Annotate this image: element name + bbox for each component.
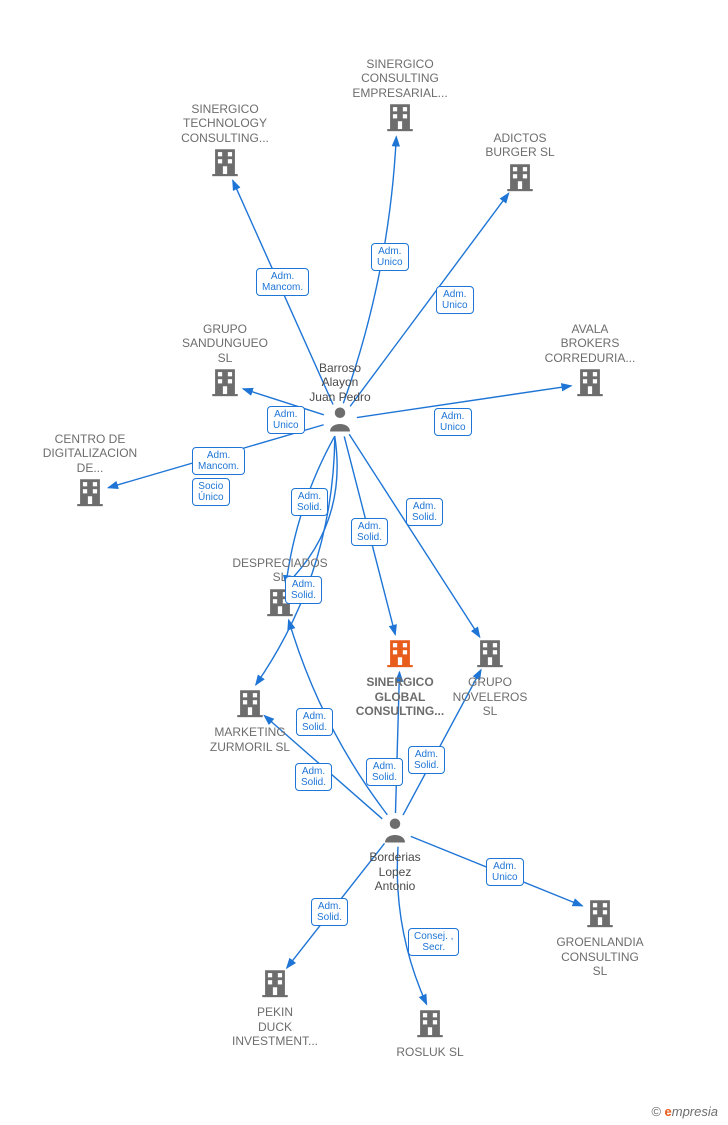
node-pekin_duck[interactable]: PEKIN DUCK INVESTMENT... — [205, 966, 345, 1049]
person-icon — [325, 404, 355, 434]
edge-label-barroso-adictos_burger[interactable]: Adm. Unico — [436, 286, 474, 314]
edge-label-barroso-sinergico_global[interactable]: Adm. Solid. — [351, 518, 388, 546]
building-icon — [383, 100, 417, 134]
node-avala_brokers[interactable]: AVALA BROKERS CORREDURIA... — [520, 320, 660, 403]
edge-label-borderias-groenlandia[interactable]: Adm. Unico — [486, 858, 524, 886]
watermark: © empresia — [651, 1104, 718, 1119]
node-label: ADICTOS BURGER SL — [450, 131, 590, 160]
edge-label-barroso-despreciados[interactable]: Socio Único — [192, 478, 230, 506]
edge-label-barroso-avala_brokers[interactable]: Adm. Unico — [434, 408, 472, 436]
brand-letter: e — [665, 1104, 672, 1119]
node-label: ROSLUK SL — [360, 1045, 500, 1059]
node-sinergico_tech[interactable]: SINERGICO TECHNOLOGY CONSULTING... — [155, 100, 295, 183]
node-despreciados[interactable]: DESPRECIADOS SL — [210, 554, 350, 622]
node-label: GROENLANDIA CONSULTING SL — [530, 935, 670, 978]
building-icon — [208, 145, 242, 179]
node-label: DESPRECIADOS SL — [210, 556, 350, 585]
node-label: CENTRO DE DIGITALIZACION DE... — [20, 432, 160, 475]
building-icon — [503, 160, 537, 194]
node-sinergico_consulting_emp[interactable]: SINERGICO CONSULTING EMPRESARIAL... — [330, 55, 470, 138]
node-groenlandia[interactable]: GROENLANDIA CONSULTING SL — [530, 896, 670, 979]
building-icon — [73, 475, 107, 509]
node-rosluk[interactable]: ROSLUK SL — [360, 1006, 500, 1060]
building-icon — [573, 365, 607, 399]
person-icon — [380, 815, 410, 845]
building-icon — [258, 966, 292, 1000]
edge-label-barroso-sinergico_tech[interactable]: Adm. Mancom. — [256, 268, 309, 296]
edge-label-barroso-grupo_sandungueo[interactable]: Adm. Unico — [267, 406, 305, 434]
edge-label-barroso-sinergico_consulting_emp[interactable]: Adm. Unico — [371, 243, 409, 271]
building-icon — [208, 365, 242, 399]
node-adictos_burger[interactable]: ADICTOS BURGER SL — [450, 129, 590, 197]
edge-label-barroso-centro_digital[interactable]: Adm. Mancom. — [192, 447, 245, 475]
building-icon — [583, 896, 617, 930]
edge-label-borderias-rosluk[interactable]: Consej. , Secr. — [408, 928, 459, 956]
node-label: SINERGICO TECHNOLOGY CONSULTING... — [155, 102, 295, 145]
node-grupo_noveleros[interactable]: GRUPO NOVELEROS SL — [420, 636, 560, 719]
node-label: PEKIN DUCK INVESTMENT... — [205, 1005, 345, 1048]
node-label: Barroso Alayon Juan Pedro — [270, 361, 410, 404]
copyright-symbol: © — [651, 1104, 661, 1119]
node-borderias[interactable]: Borderias Lopez Antonio — [325, 815, 465, 894]
edge-label-borderias-sinergico_global[interactable]: Adm. Solid. — [366, 758, 403, 786]
edge-label-borderias-marketing_zurmoril[interactable]: Adm. Solid. — [295, 763, 332, 791]
edge-label-borderias-pekin_duck[interactable]: Adm. Solid. — [311, 898, 348, 926]
node-label: GRUPO NOVELEROS SL — [420, 675, 560, 718]
edge-label-borderias-despreciados[interactable]: Adm. Solid. — [296, 708, 333, 736]
building-icon — [233, 686, 267, 720]
building-icon — [473, 636, 507, 670]
edge-label-barroso-grupo_noveleros[interactable]: Adm. Solid. — [406, 498, 443, 526]
node-label: SINERGICO CONSULTING EMPRESARIAL... — [330, 57, 470, 100]
node-label: Borderias Lopez Antonio — [325, 850, 465, 893]
brand-rest: mpresia — [672, 1104, 718, 1119]
building-icon — [383, 636, 417, 670]
building-icon — [413, 1006, 447, 1040]
node-label: AVALA BROKERS CORREDURIA... — [520, 322, 660, 365]
node-centro_digital[interactable]: CENTRO DE DIGITALIZACION DE... — [20, 430, 160, 513]
edge-label-barroso-marketing_zurmoril[interactable]: Adm. Solid. — [285, 576, 322, 604]
edge-label-barroso-despreciados[interactable]: Adm. Solid. — [291, 488, 328, 516]
edge-label-borderias-grupo_noveleros[interactable]: Adm. Solid. — [408, 746, 445, 774]
